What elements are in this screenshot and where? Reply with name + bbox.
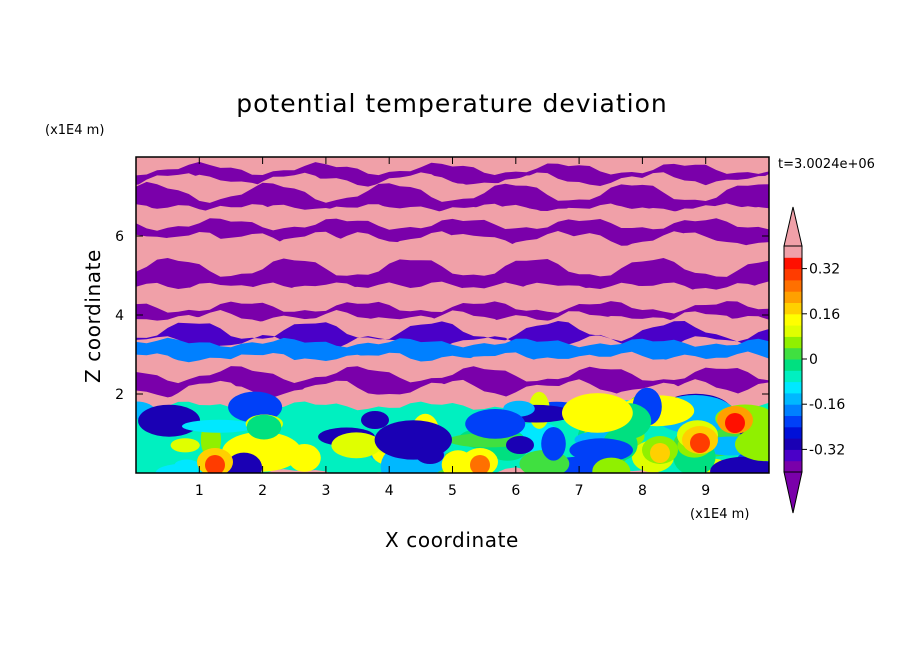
field-band <box>136 258 769 294</box>
field-blob <box>138 404 201 437</box>
colorbar-tick-label: 0.16 <box>809 307 840 323</box>
colorbar-swatch <box>784 359 802 371</box>
y-axis-label: Z coordinate <box>81 249 105 383</box>
colorbar-swatch <box>784 302 802 315</box>
field-band <box>136 203 769 230</box>
x-tick-label: 8 <box>638 483 647 499</box>
field-blob <box>331 432 382 459</box>
colorbar-tick-label: -0.32 <box>809 442 845 458</box>
field-blob <box>592 457 631 473</box>
x-tick-label: 2 <box>258 483 267 499</box>
field-blob <box>541 427 566 461</box>
colorbar-swatch <box>784 460 802 473</box>
y-axis: 2 4 6 <box>115 229 769 403</box>
time-label: t=3.0024e+06 <box>778 157 875 172</box>
y-tick-label: 4 <box>115 308 124 324</box>
x-axis: 1 2 3 4 5 6 7 8 9 <box>195 157 710 499</box>
colorbar-swatch <box>784 268 802 281</box>
field-band <box>136 161 769 187</box>
plot-area <box>135 156 770 474</box>
field-blob <box>562 393 633 433</box>
colorbar-swatch <box>784 438 802 450</box>
colorbar-swatch <box>784 404 802 416</box>
colorbar-swatch <box>784 291 802 303</box>
field-cold-pocket <box>391 431 419 449</box>
colorbar-swatch <box>784 415 802 428</box>
x-tick-label: 3 <box>321 483 330 499</box>
field-cold-pocket <box>361 411 389 429</box>
field-band <box>136 337 769 363</box>
x-tick-label: 5 <box>448 483 457 499</box>
colorbar-swatch <box>784 392 802 405</box>
field-blob <box>246 414 282 440</box>
colorbar-swatch <box>784 313 802 326</box>
x-tick-label: 1 <box>195 483 204 499</box>
y-unit-label: (x1E4 m) <box>45 123 104 138</box>
field-blob <box>170 438 200 453</box>
colorbar-swatch <box>784 336 802 349</box>
chart-title: potential temperature deviation <box>236 89 667 118</box>
field-band <box>136 157 769 173</box>
field-band <box>136 181 769 213</box>
colorbar-swatch <box>784 449 802 462</box>
colorbar-swatch <box>784 325 802 337</box>
x-tick-label: 7 <box>575 483 584 499</box>
field-blob <box>569 438 633 463</box>
colorbar-tick-label: 0.32 <box>809 262 840 278</box>
colorbar-swatch <box>784 246 802 258</box>
field-blob <box>174 459 200 472</box>
field-plume <box>725 413 745 433</box>
field-cold-pocket <box>506 436 534 454</box>
x-unit-label: (x1E4 m) <box>690 507 749 522</box>
y-tick-label: 2 <box>115 387 124 403</box>
colorbar-over-triangle <box>783 206 803 247</box>
field-band <box>136 310 769 337</box>
field-plume <box>205 455 225 473</box>
field-blob <box>182 419 256 433</box>
x-axis-label: X coordinate <box>385 528 519 552</box>
field-cold-pocket <box>416 446 444 464</box>
colorbar-swatch <box>784 381 802 394</box>
colorbar-swatch <box>784 370 802 383</box>
field-band <box>136 172 769 201</box>
colorbar-under-triangle <box>783 471 803 514</box>
field-blob <box>465 409 526 439</box>
field-blob <box>225 452 263 473</box>
colorbar-swatch <box>784 257 802 270</box>
field-plume <box>690 433 710 453</box>
colorbar-tick-label: 0 <box>809 352 818 368</box>
colorbar-swatch <box>784 347 802 360</box>
field-plume <box>650 443 670 463</box>
colorbar-tick-label: -0.16 <box>809 397 845 413</box>
colorbar-swatch <box>784 426 802 439</box>
field-blob <box>735 427 769 462</box>
x-tick-label: 4 <box>385 483 394 499</box>
x-tick-label: 6 <box>511 483 520 499</box>
field-plume <box>470 455 490 473</box>
colorbar: 0.32 0.16 0 -0.16 -0.32 <box>783 206 845 514</box>
x-tick-label: 9 <box>701 483 710 499</box>
field-blob <box>710 456 769 473</box>
y-tick-label: 6 <box>115 229 124 245</box>
colorbar-swatch <box>784 279 802 292</box>
